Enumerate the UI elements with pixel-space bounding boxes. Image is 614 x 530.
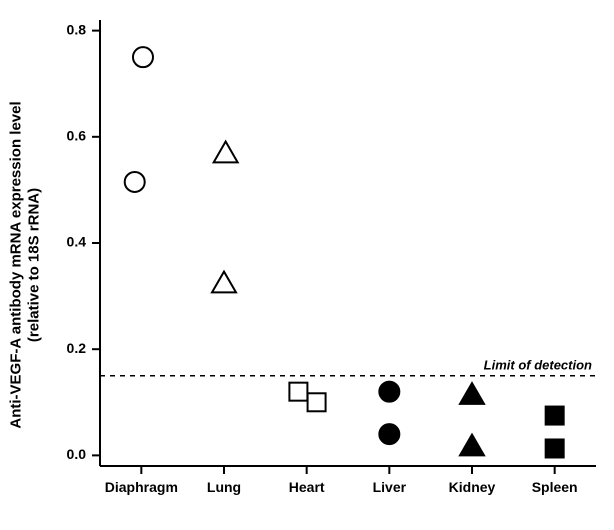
x-tick-label: Lung — [207, 479, 241, 495]
marker-lung — [214, 142, 238, 163]
y-axis-title-line2: (relative to 18S rRNA) — [26, 188, 43, 342]
y-tick-label: 0.0 — [67, 446, 87, 462]
y-tick-label: 0.8 — [67, 21, 87, 37]
marker-liver — [379, 382, 399, 402]
y-tick-label: 0.6 — [67, 128, 87, 144]
marker-lung — [212, 272, 236, 293]
y-axis-title-wrap: Anti-VEGF-A antibody mRNA expression lev… — [6, 0, 46, 530]
chart-container: Anti-VEGF-A antibody mRNA expression lev… — [0, 0, 614, 530]
marker-liver — [379, 424, 399, 444]
y-tick-label: 0.2 — [67, 340, 87, 356]
y-tick-label: 0.4 — [67, 234, 87, 250]
y-axis-title: Anti-VEGF-A antibody mRNA expression lev… — [8, 101, 44, 428]
x-tick-label: Spleen — [532, 479, 578, 495]
y-axis-title-line1: Anti-VEGF-A antibody mRNA expression lev… — [8, 101, 25, 428]
marker-spleen — [546, 439, 564, 457]
marker-heart — [308, 393, 326, 411]
marker-heart — [289, 383, 307, 401]
marker-kidney — [460, 435, 484, 456]
x-tick-label: Liver — [373, 479, 407, 495]
x-tick-label: Diaphragm — [105, 479, 178, 495]
marker-diaphragm — [133, 47, 153, 67]
marker-kidney — [460, 383, 484, 404]
marker-diaphragm — [125, 172, 145, 192]
x-tick-label: Kidney — [449, 479, 496, 495]
limit-of-detection-label: Limit of detection — [484, 358, 592, 373]
chart-svg: 0.0 0.2 0.4 0.6 0.8 Diaphragm Lung Heart Liver Ki… — [0, 0, 614, 530]
x-tick-label: Heart — [289, 479, 325, 495]
marker-spleen — [546, 407, 564, 425]
